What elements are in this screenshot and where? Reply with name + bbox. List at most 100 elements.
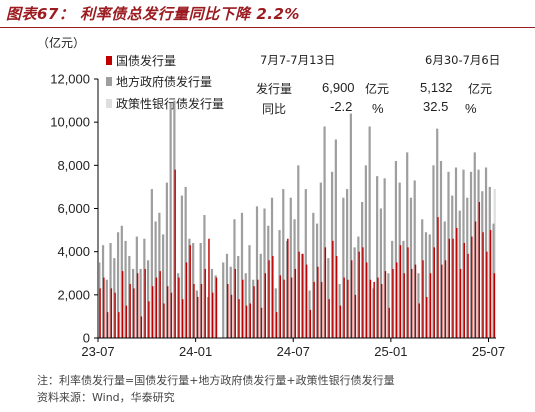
bar-local-gov bbox=[285, 240, 289, 339]
bar-local-gov bbox=[278, 230, 281, 338]
bar-local-gov bbox=[466, 197, 469, 338]
bar-local-gov bbox=[402, 240, 405, 339]
bar-treasury bbox=[309, 309, 312, 338]
bar-treasury bbox=[362, 247, 364, 338]
bar-local-gov bbox=[188, 238, 191, 338]
bar-treasury bbox=[253, 286, 255, 338]
bar-treasury bbox=[283, 279, 285, 338]
bar-treasury bbox=[343, 277, 345, 338]
bar-treasury bbox=[181, 299, 184, 338]
bar-local-gov bbox=[150, 189, 153, 338]
bar-local-gov bbox=[376, 176, 379, 339]
bar-treasury bbox=[365, 262, 368, 338]
bar-local-gov bbox=[458, 210, 461, 338]
bar-treasury bbox=[380, 284, 383, 338]
bar-local-gov bbox=[372, 288, 375, 338]
bar-local-gov bbox=[116, 232, 120, 338]
y-tick-label: 0 bbox=[83, 331, 90, 346]
bar-local-gov bbox=[484, 167, 488, 338]
bar-local-gov bbox=[113, 258, 116, 338]
bar-local-gov bbox=[210, 268, 214, 338]
bar-local-gov bbox=[488, 186, 491, 338]
bar-treasury bbox=[358, 251, 360, 338]
bar-local-gov bbox=[131, 268, 135, 338]
bar-local-gov bbox=[177, 273, 180, 338]
bar-local-gov bbox=[319, 182, 322, 338]
bar-local-gov bbox=[492, 223, 495, 338]
bar-treasury bbox=[189, 245, 191, 338]
legend-swatch-policy-bank bbox=[106, 99, 112, 108]
bar-local-gov bbox=[481, 191, 484, 338]
x-axis: 23-07 24-01 24-07 25-01 25-07 bbox=[81, 337, 505, 359]
bar-local-gov bbox=[387, 273, 390, 338]
footer-source: 资料来源：Wind，华泰研究 bbox=[37, 391, 175, 404]
stats-current-yoy: -2.2 bbox=[330, 99, 353, 114]
y-tick-label: 12,000 bbox=[50, 72, 90, 87]
bar-treasury bbox=[144, 268, 146, 338]
bar-treasury bbox=[437, 217, 439, 338]
bar-treasury bbox=[227, 284, 229, 338]
bar-local-gov bbox=[447, 171, 450, 338]
bar-treasury bbox=[467, 253, 469, 338]
bar-local-gov bbox=[240, 212, 244, 338]
bar-local-gov bbox=[394, 161, 398, 338]
bar-treasury bbox=[335, 255, 338, 338]
bar-treasury bbox=[317, 266, 319, 338]
bar-local-gov bbox=[315, 223, 319, 338]
bar-policy-bank bbox=[493, 189, 496, 338]
bar-local-gov bbox=[368, 126, 371, 338]
bar-treasury bbox=[418, 303, 420, 338]
bar-treasury bbox=[279, 275, 282, 338]
bar-local-gov bbox=[101, 245, 105, 338]
bar-local-gov bbox=[225, 253, 229, 338]
bar-treasury bbox=[298, 251, 300, 338]
bar-local-gov bbox=[214, 275, 217, 338]
bar-treasury bbox=[99, 288, 101, 338]
bar-treasury bbox=[174, 169, 176, 338]
bar-treasury bbox=[350, 260, 353, 338]
legend-swatch-treasury bbox=[106, 56, 112, 65]
bar-local-gov bbox=[169, 102, 172, 339]
bar-local-gov bbox=[406, 152, 409, 338]
bar-treasury bbox=[388, 307, 390, 338]
bar-treasury bbox=[200, 284, 203, 338]
bar-local-gov bbox=[327, 258, 330, 338]
bar-local-gov bbox=[323, 126, 326, 338]
bar-treasury bbox=[294, 268, 297, 338]
stats-current-yoy-unit: % bbox=[372, 101, 384, 116]
bar-local-gov bbox=[180, 195, 183, 338]
bar-local-gov bbox=[109, 243, 112, 338]
bar-local-gov bbox=[143, 238, 146, 338]
y-tick-label: 10,000 bbox=[50, 115, 90, 130]
bar-treasury bbox=[234, 268, 236, 338]
bar-local-gov bbox=[338, 284, 341, 338]
stats-period-previous: 6月30-7月6日 bbox=[425, 53, 501, 67]
bar-treasury bbox=[410, 268, 413, 338]
bar-treasury bbox=[245, 305, 248, 339]
bar-treasury bbox=[238, 299, 240, 338]
footer: 注：利率债发行量=国债发行量+地方政府债发行量+政策性银行债发行量 资料来源：W… bbox=[37, 372, 395, 406]
bar-treasury bbox=[185, 262, 188, 338]
bar-treasury bbox=[178, 277, 180, 338]
bar-treasury bbox=[151, 286, 154, 338]
bar-local-gov bbox=[135, 236, 138, 338]
bar-local-gov bbox=[398, 182, 401, 338]
y-tick-label: 4,000 bbox=[57, 244, 90, 259]
bar-treasury bbox=[384, 271, 387, 338]
bar-local-gov bbox=[473, 152, 476, 338]
bar-treasury bbox=[106, 312, 109, 338]
bar-treasury bbox=[448, 238, 450, 338]
bar-treasury bbox=[456, 227, 458, 338]
x-tick-label: 24-07 bbox=[277, 344, 310, 359]
bar-local-gov bbox=[128, 255, 131, 338]
bar-local-gov bbox=[391, 240, 394, 339]
bar-local-gov bbox=[424, 232, 428, 338]
y-tick-label: 2,000 bbox=[57, 287, 90, 302]
bar-local-gov bbox=[297, 165, 300, 338]
bar-local-gov bbox=[252, 279, 255, 338]
bar-local-gov bbox=[469, 171, 473, 338]
bar-treasury bbox=[313, 281, 315, 338]
bar-treasury bbox=[275, 312, 278, 338]
bar-local-gov bbox=[165, 182, 168, 338]
bar-treasury bbox=[422, 260, 424, 338]
